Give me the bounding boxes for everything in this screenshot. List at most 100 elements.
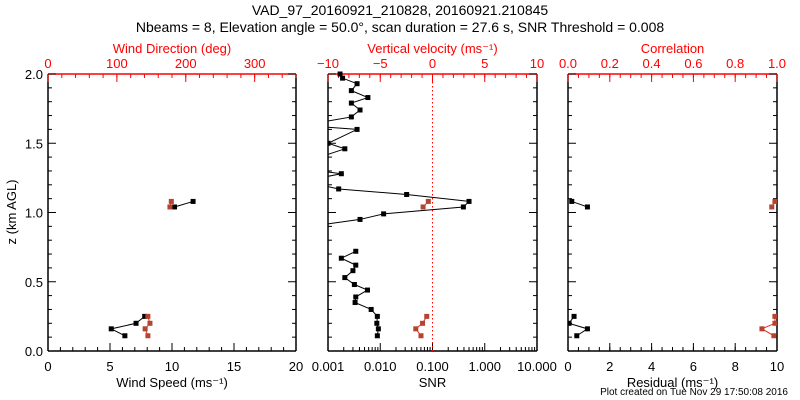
top-tick-label: 0.8 [726, 56, 744, 71]
bottom-tick-label: 0 [564, 359, 571, 374]
bottom-tick-label: 0.001 [312, 359, 345, 374]
snr-point [404, 191, 410, 197]
residual-line [568, 316, 589, 337]
vertical-velocity-line [415, 316, 428, 337]
data-layer [328, 71, 472, 339]
vertical-velocity-point [420, 204, 426, 210]
snr-point [364, 287, 370, 293]
y-tick-label: 0.0 [25, 344, 43, 359]
top-tick-label: 200 [175, 56, 197, 71]
plot-subtitle: Nbeams = 8, Elevation angle = 50.0°, sca… [135, 19, 665, 35]
wind-direction-point [147, 320, 153, 326]
residual-point [571, 313, 577, 319]
y-tick-label: 0.5 [25, 275, 43, 290]
snr-point [368, 306, 374, 312]
wind-speed-point [190, 198, 196, 204]
snr-point [374, 333, 380, 339]
snr-point [365, 95, 371, 101]
correlation-line [760, 316, 776, 337]
snr-point [336, 186, 342, 192]
top-tick-label: 300 [244, 56, 266, 71]
plot-title: VAD_97_20160921_210828, 20160921.210845 [251, 2, 549, 18]
snr-point [338, 255, 344, 261]
bottom-tick-label: 20 [289, 359, 303, 374]
panel-3: 0 2 4 6 8 10 Residual (ms⁻¹) 0.0 0.2 0.4 0.6 0.8 1.0… [559, 41, 786, 390]
residual-point [584, 326, 590, 332]
residual-point [574, 333, 580, 339]
wind-direction-point [145, 313, 151, 319]
snr-point [354, 81, 360, 87]
snr-point [374, 313, 380, 319]
wind-speed-point [142, 313, 148, 319]
bottom-tick-label: 1.000 [468, 359, 501, 374]
bottom-tick-label: 10 [165, 359, 179, 374]
correlation-point [771, 333, 777, 339]
plot-created-footer: Plot created on Tue Nov 29 17:50:08 2016 [600, 387, 788, 398]
residual-point [584, 204, 590, 210]
vertical-velocity-point [424, 313, 430, 319]
bottom-tick-label: 10 [770, 359, 784, 374]
y-axis-label: z (km AGL) [4, 179, 19, 244]
snr-point [351, 282, 357, 288]
panel-2: 0.001 0.010 0.100 1.000 10.000 SNR −10 −5 0 5 10 Ve… [312, 41, 557, 390]
y-tick-label: 1.5 [25, 136, 43, 151]
vertical-velocity-point [418, 333, 424, 339]
snr-point [353, 294, 359, 300]
snr-point [340, 75, 346, 81]
snr-point [348, 88, 354, 94]
y-tick-label: 1.0 [25, 206, 43, 221]
top-tick-label: 0.6 [684, 56, 702, 71]
top-tick-label: 100 [106, 56, 128, 71]
wind-speed-point [171, 204, 177, 210]
bottom-tick-label: 2 [606, 359, 613, 374]
snr-point [352, 300, 358, 306]
correlation-point [772, 198, 777, 204]
top-axis-label: Wind Direction (deg) [113, 41, 232, 56]
bottom-axis-label: SNR [419, 375, 446, 390]
top-tick-label: 0 [44, 56, 51, 71]
snr-point [342, 275, 348, 281]
snr-point [353, 248, 359, 254]
wind-direction-line [144, 316, 151, 336]
top-tick-label: 10 [530, 56, 544, 71]
bottom-axis-label: Wind Speed (ms⁻¹) [116, 375, 228, 390]
snr-point [337, 71, 343, 77]
correlation-point [772, 320, 777, 326]
bottom-tick-label: 4 [648, 359, 655, 374]
top-tick-label: −10 [317, 56, 339, 71]
residual-point [568, 320, 572, 326]
snr-point [357, 216, 363, 222]
wind-speed-line [174, 200, 194, 208]
snr-point [350, 268, 356, 274]
wind-speed-point [133, 320, 139, 326]
snr-point [466, 198, 472, 204]
top-tick-label: 0 [429, 56, 436, 71]
bottom-tick-label: 6 [690, 359, 697, 374]
snr-line [328, 73, 471, 225]
snr-point [328, 140, 331, 146]
snr-point [353, 262, 359, 268]
panel-1: 0.0 0.5 1.0 1.5 2.0 z (km AGL) 0 5 10 15 20 Wind Sp… [4, 41, 303, 390]
wind-speed-line [109, 315, 146, 337]
top-tick-label: 0.0 [559, 56, 577, 71]
snr-point [381, 211, 387, 217]
top-tick-label: 5 [481, 56, 488, 71]
snr-line [340, 250, 379, 336]
vertical-velocity-point [425, 198, 431, 204]
vertical-velocity-point [420, 320, 426, 326]
wind-direction-point [168, 198, 174, 204]
bottom-tick-label: 15 [227, 359, 241, 374]
top-tick-label: 1.0 [768, 56, 786, 71]
snr-point [342, 146, 348, 152]
correlation-point [759, 326, 765, 332]
bottom-tick-label: 0.100 [416, 359, 449, 374]
residual-point [569, 198, 575, 204]
bottom-axis-label: Residual (ms⁻¹) [627, 375, 718, 390]
snr-point [375, 326, 381, 332]
correlation-point [772, 313, 777, 319]
wind-direction-point [145, 333, 151, 339]
y-tick-label: 2.0 [25, 67, 43, 82]
bottom-tick-label: 8 [732, 359, 739, 374]
bottom-tick-label: 0.010 [364, 359, 397, 374]
